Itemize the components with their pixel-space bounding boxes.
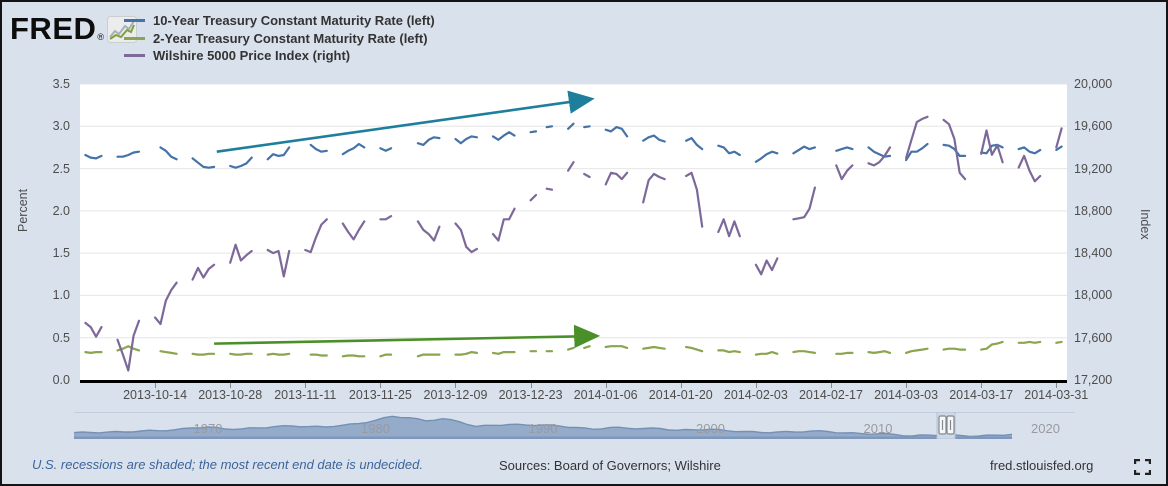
x-axis-tick xyxy=(605,383,607,388)
x-axis-tick-label: 2014-01-20 xyxy=(648,388,713,402)
range-handle[interactable] xyxy=(936,412,956,439)
x-axis-tick xyxy=(755,383,757,388)
y-axis-tick-label: 3.0 xyxy=(52,119,70,134)
fred-logo-text: FRED xyxy=(10,11,97,46)
range-area-outline xyxy=(74,415,1013,438)
legend-label: Wilshire 5000 Price Index (right) xyxy=(153,48,351,64)
y-axis-tick-label: 1.0 xyxy=(52,288,70,303)
x-axis-tick-label: 2013-11-11 xyxy=(274,388,337,402)
x-axis-tick xyxy=(530,383,532,388)
y-axis-tick-label: 17,200 xyxy=(1074,373,1113,387)
range-year-label: 1980 xyxy=(361,421,390,436)
y-axis-tick-label: 18,000 xyxy=(1074,288,1113,303)
range-year-label: 1990 xyxy=(528,421,558,436)
y-axis-tick-label: 18,800 xyxy=(1074,203,1113,218)
registered-mark: ® xyxy=(97,32,105,42)
legend-dash-icon xyxy=(124,36,145,40)
x-axis-tick-label: 2013-12-23 xyxy=(498,388,563,402)
range-selector[interactable] xyxy=(74,412,1075,439)
chart-legend: 10-Year Treasury Constant Maturity Rate … xyxy=(124,12,435,65)
series-line xyxy=(84,122,1063,169)
x-axis-tick-label: 2014-02-03 xyxy=(723,388,788,402)
x-axis-tick-label: 2013-10-28 xyxy=(198,388,263,402)
legend-item: 2-Year Treasury Constant Maturity Rate (… xyxy=(124,30,435,48)
y-axis-tick-label: 0.0 xyxy=(52,373,70,387)
range-year-label: 2010 xyxy=(863,421,893,436)
x-axis-tick-label: 2014-01-06 xyxy=(573,388,638,402)
x-axis-tick-label: 2014-02-17 xyxy=(798,388,863,402)
fred-logo: FRED ® xyxy=(10,11,138,46)
x-axis-tick xyxy=(455,383,457,388)
legend-item: Wilshire 5000 Price Index (right) xyxy=(124,47,435,65)
x-axis-tick xyxy=(230,383,232,388)
legend-label: 2-Year Treasury Constant Maturity Rate (… xyxy=(153,30,428,46)
sources-text: Sources: Board of Governors; Wilshire xyxy=(499,458,721,473)
y-axis-tick-label: 18,400 xyxy=(1074,246,1113,261)
y-axis-tick-label: 0.5 xyxy=(52,330,70,345)
y-axis-tick-label: 2.5 xyxy=(52,161,70,176)
y-axis-tick-label: 17,600 xyxy=(1074,330,1113,345)
x-axis-tick xyxy=(155,383,157,388)
x-axis-tick xyxy=(906,383,908,388)
legend-dash-icon xyxy=(124,54,145,58)
fred-logo-chart-icon xyxy=(107,16,138,43)
series-line xyxy=(84,340,1063,358)
y-axis-tick-label: 19,600 xyxy=(1074,119,1113,134)
annotation-arrow xyxy=(214,324,601,349)
y-axis-tick-label: 1.5 xyxy=(52,246,70,261)
x-axis-line xyxy=(80,380,1067,383)
x-axis-tick-label: 2014-03-17 xyxy=(949,388,1014,402)
x-axis-tick xyxy=(380,383,382,388)
y-axis-tick-label: 20,000 xyxy=(1074,77,1113,91)
legend-item: 10-Year Treasury Constant Maturity Rate … xyxy=(124,12,435,30)
range-area xyxy=(74,416,1012,439)
x-axis-tick-label: 2014-03-31 xyxy=(1024,388,1089,402)
x-axis-tick xyxy=(305,383,307,388)
y-axis-tick-label: 19,200 xyxy=(1074,161,1113,176)
x-axis-tick xyxy=(981,383,983,388)
expand-icon xyxy=(1133,458,1152,476)
y-axis-tick-label: 3.5 xyxy=(52,77,70,91)
x-axis-tick-label: 2014-03-03 xyxy=(874,388,939,402)
range-year-label: 1970 xyxy=(193,421,223,436)
plot-area[interactable] xyxy=(80,84,1067,380)
annotation-arrow xyxy=(216,90,595,153)
x-axis-tick-label: 2013-12-09 xyxy=(423,388,488,402)
x-axis-tick xyxy=(830,383,832,388)
x-axis-tick-label: 2013-10-14 xyxy=(123,388,188,402)
legend-label: 10-Year Treasury Constant Maturity Rate … xyxy=(153,13,435,29)
series-line xyxy=(84,115,1063,372)
y-axis-tick-label: 2.0 xyxy=(52,203,70,218)
x-axis-tick-label: 2013-11-25 xyxy=(348,388,412,402)
site-link[interactable]: fred.stlouisfed.org xyxy=(990,458,1094,473)
range-selector-chart[interactable] xyxy=(74,412,1075,439)
range-year-label: 2000 xyxy=(696,421,725,436)
x-axis-tick xyxy=(1056,383,1058,388)
range-year-label: 2020 xyxy=(1031,421,1060,436)
recession-note: U.S. recessions are shaded; the most rec… xyxy=(32,457,423,472)
x-axis-tick xyxy=(680,383,682,388)
legend-dash-icon xyxy=(124,19,145,23)
fullscreen-button[interactable] xyxy=(1133,458,1152,476)
main-chart-svg[interactable] xyxy=(80,84,1067,380)
